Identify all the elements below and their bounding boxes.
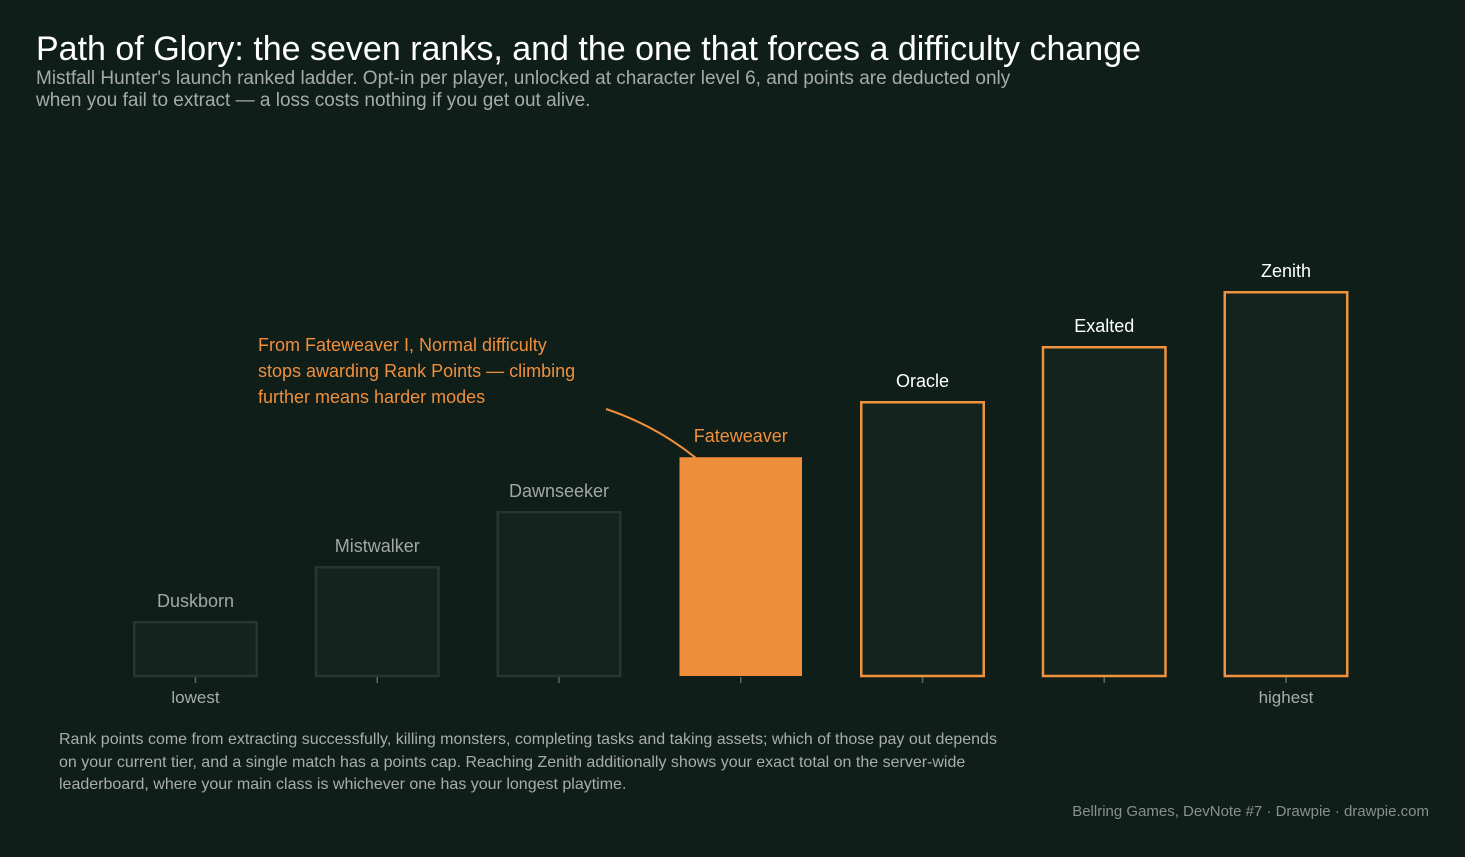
bar-label-oracle: Oracle [896, 371, 949, 391]
bar-label-fateweaver: Fateweaver [694, 426, 788, 446]
bars-layer: Duskborn Mistwalker Dawnseeker Fateweaver Or… [133, 261, 1349, 707]
annotation-line: stops awarding Rank Points — climbing [258, 361, 575, 381]
annotation-line: further means harder modes [258, 387, 485, 407]
x-end-label-lowest: lowest [171, 688, 219, 707]
annotation-layer: From Fateweaver I, Normal difficulty stop… [258, 335, 729, 490]
bar-duskborn [133, 621, 258, 678]
bar-fateweaver [679, 457, 802, 676]
x-end-label-highest: highest [1259, 688, 1314, 707]
bar-exalted [1041, 346, 1167, 678]
bar-zenith [1223, 291, 1349, 678]
annotation-line: From Fateweaver I, Normal difficulty [258, 335, 547, 355]
chart-title: Path of Glory: the seven ranks, and the … [36, 30, 1142, 68]
bar-mistwalker [314, 566, 440, 678]
footnote: Rank points come from extracting success… [59, 731, 997, 793]
source-credit: Bellring Games, DevNote #7 · Drawpie · d… [1072, 803, 1429, 820]
annotation-arrow [605, 408, 727, 487]
bar-label-exalted: Exalted [1074, 316, 1134, 336]
bar-label-zenith: Zenith [1261, 261, 1311, 281]
bar-label-dawnseeker: Dawnseeker [509, 481, 609, 501]
bar-label-mistwalker: Mistwalker [335, 536, 420, 556]
bar-oracle [860, 401, 985, 678]
chart-subtitle: Mistfall Hunter's launch ranked ladder. … [36, 68, 1011, 111]
annotation-arrowhead [716, 477, 729, 490]
bar-dawnseeker [496, 511, 622, 678]
bar-label-duskborn: Duskborn [157, 591, 234, 611]
